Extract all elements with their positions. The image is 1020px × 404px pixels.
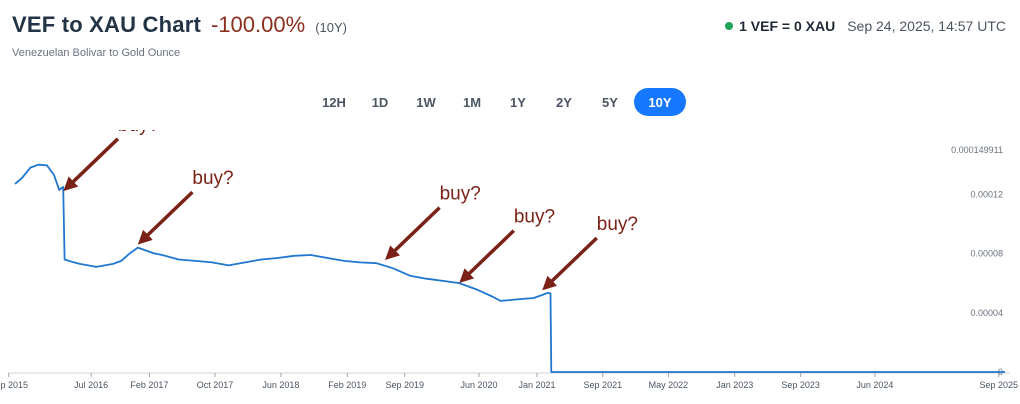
x-tick-label: Sep 2021: [584, 380, 623, 390]
x-tick-label: May 2022: [649, 380, 689, 390]
rate-info: 1 VEF = 0 XAU Sep 24, 2025, 14:57 UTC: [725, 18, 1006, 34]
annotation-label: buy?: [514, 207, 555, 228]
x-tick-label: Oct 2017: [197, 380, 234, 390]
chart-header: VEF to XAU Chart -100.00% (10Y) Venezuel…: [12, 12, 347, 59]
annotation-arrow: [137, 190, 194, 245]
annotation-label: buy?: [192, 168, 233, 189]
x-tick-label: Sep 2019: [385, 380, 424, 390]
annotation-arrow: [459, 229, 516, 283]
annotation-arrow: [542, 236, 598, 291]
price-chart: Sep 2015 Jul 2016 Feb 2017 Oct 2017 Jun 2018…: [0, 130, 1018, 390]
change-percent: -100.00%: [211, 12, 306, 37]
x-tick-label: Feb 2019: [328, 380, 366, 390]
tab-1d[interactable]: 1D: [371, 94, 389, 110]
x-tick-label: Jun 2024: [856, 380, 893, 390]
x-tick-label: Jul 2016: [74, 380, 108, 390]
x-tick-label: Sep 2015: [0, 380, 28, 390]
page-title: VEF to XAU Chart: [12, 12, 201, 37]
rate-timestamp: Sep 24, 2025, 14:57 UTC: [847, 18, 1006, 34]
tab-10y[interactable]: 10Y: [634, 88, 686, 116]
series-layer: [14, 163, 1005, 373]
tab-12h[interactable]: 12H: [322, 94, 346, 110]
x-axis: Sep 2015 Jul 2016 Feb 2017 Oct 2017 Jun 2018…: [0, 372, 1018, 390]
period-label: (10Y): [315, 20, 347, 35]
annotation-arrow: [385, 206, 441, 261]
y-tick-label: 0.00004: [970, 308, 1003, 318]
page-subtitle: Venezuelan Bolivar to Gold Ounce: [12, 47, 181, 59]
live-status-icon: [725, 22, 734, 30]
annotation-layer: buy? buy? buy? buy? buy?: [63, 130, 638, 291]
y-tick-label: 0.00012: [970, 189, 1003, 199]
x-tick-label: Feb 2017: [130, 380, 168, 390]
tab-1m[interactable]: 1M: [462, 94, 482, 110]
x-tick-label: Jan 2021: [518, 380, 555, 390]
x-tick-label: Jan 2023: [716, 380, 753, 390]
x-tick-label: Jun 2020: [460, 380, 497, 390]
annotation-arrow: [63, 137, 120, 192]
series-line: [14, 163, 1005, 373]
annotation-label: buy?: [118, 130, 159, 136]
x-tick-label: Sep 2025: [979, 380, 1018, 390]
y-tick-label: 0.000149911: [951, 145, 1003, 155]
tab-2y[interactable]: 2Y: [556, 94, 572, 110]
conversion-rate: 1 VEF = 0 XAU: [739, 18, 836, 34]
timeframe-tabs: 12H 1D 1W 1M 1Y 2Y 5Y 10Y: [312, 88, 686, 116]
title-row: VEF to XAU Chart -100.00% (10Y): [12, 12, 347, 38]
annotation-label: buy?: [440, 184, 481, 205]
tab-1y[interactable]: 1Y: [510, 94, 526, 110]
annotation-label: buy?: [597, 214, 638, 235]
x-tick-label: Sep 2023: [781, 380, 820, 390]
tab-5y[interactable]: 5Y: [602, 94, 618, 110]
tab-1w[interactable]: 1W: [416, 94, 436, 110]
y-tick-label: 0.00008: [970, 249, 1003, 259]
x-tick-label: Jun 2018: [262, 380, 299, 390]
